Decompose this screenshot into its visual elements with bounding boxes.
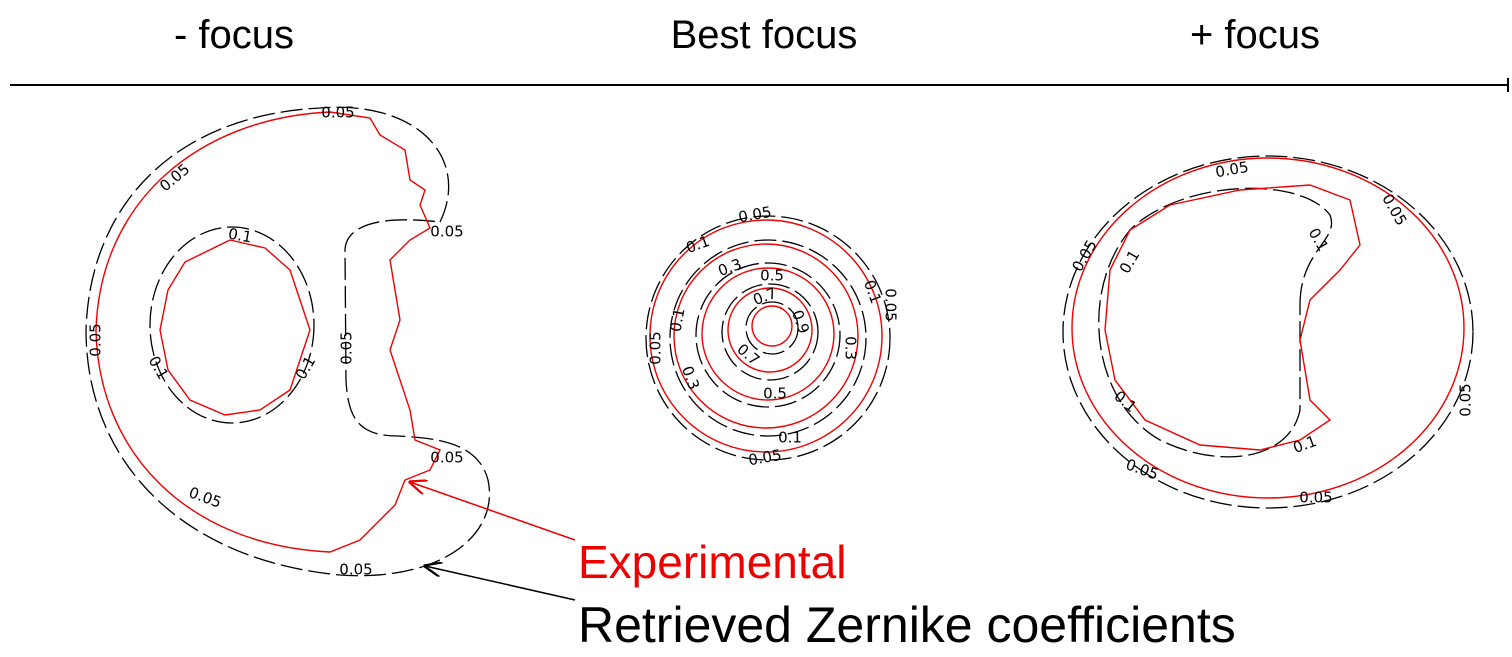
contour-label: 0.05 [737, 203, 773, 227]
contour-label: 0.05 [1068, 237, 1100, 275]
panel-plus [1062, 155, 1474, 509]
contour-label: 0.05 [1378, 191, 1410, 229]
legend-experimental: Experimental [578, 536, 846, 588]
contour-label: 0.05 [1214, 158, 1250, 182]
contour-label: 0.05 [430, 449, 463, 467]
panel-minus [85, 106, 491, 577]
contour-label: 0.05 [1123, 455, 1161, 483]
contour-label: 0.05 [186, 483, 224, 511]
legend-retrieved: Retrieved Zernike coefficients [578, 597, 1236, 653]
experimental-arrow [410, 482, 576, 541]
contour-label: 0.3 [842, 336, 860, 360]
contour-label: 0.05 [882, 288, 900, 321]
contour-label: 0.7 [733, 340, 763, 369]
contour-label: 0.05 [1299, 489, 1332, 507]
contour-label: 0.05 [747, 446, 783, 470]
contour-label: 0.05 [87, 323, 105, 356]
contour-label: 0.05 [321, 104, 354, 122]
header-label: Best focus [671, 13, 858, 57]
contour-label: 0.1 [1305, 225, 1333, 255]
contour-label: 0.05 [430, 223, 463, 241]
contour-label: 0.05 [339, 561, 372, 579]
header-label: - focus [174, 13, 294, 57]
panel-best [645, 215, 891, 461]
retrieved-arrow [425, 566, 576, 601]
contour-label: 0.5 [763, 385, 787, 403]
contour-label: 0.1 [667, 307, 689, 334]
contour-label: 0.1 [227, 225, 254, 247]
contour-label: 0.05 [647, 331, 665, 364]
contour-label: 0.1 [778, 429, 802, 447]
contour-label: 0.1 [292, 353, 320, 383]
contour-labels: 0.050.050.1 0.050.050.1 0.10.050.050.050.0… [87, 104, 1475, 579]
contour-label: 0.1 [1291, 432, 1320, 457]
contour-label: 0.3 [678, 364, 703, 393]
header-label: + focus [1190, 13, 1320, 57]
contour-label: 0.05 [338, 331, 356, 364]
contour-label: 0.5 [760, 267, 784, 285]
contour-label: 0.1 [860, 278, 885, 307]
contour-label: 0.1 [145, 353, 173, 383]
contour-label: 0.05 [156, 160, 193, 195]
contour-label: 0.05 [1457, 383, 1475, 416]
contour-label: 0.3 [716, 255, 745, 280]
